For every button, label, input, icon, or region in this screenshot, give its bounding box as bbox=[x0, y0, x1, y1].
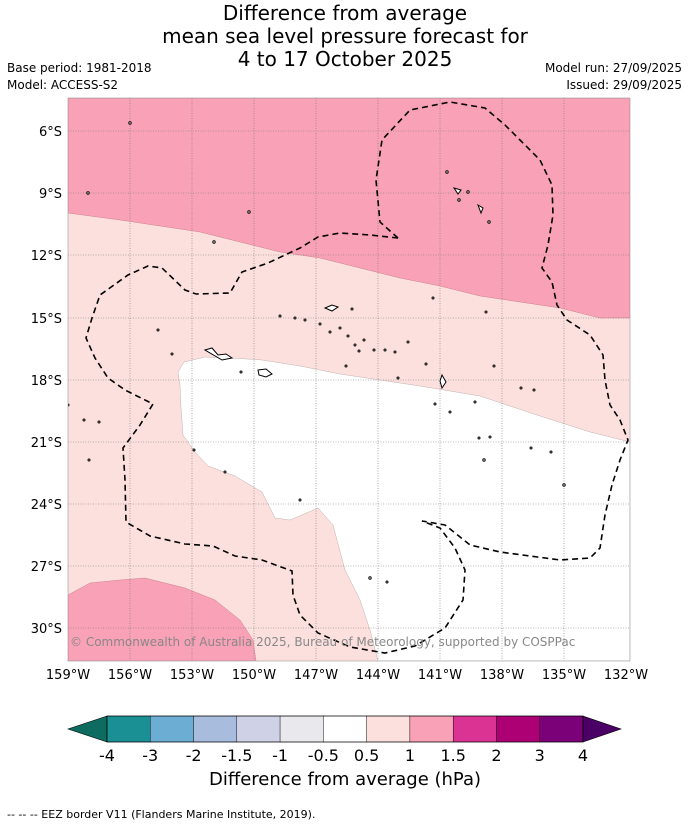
title-line-1: Difference from average bbox=[222, 1, 468, 25]
lat-label: 6°S bbox=[39, 125, 62, 140]
colorbar-cell bbox=[279, 715, 324, 743]
map-border bbox=[67, 97, 631, 662]
colorbar-tick-label: -4 bbox=[99, 746, 115, 765]
lon-label: 153°W bbox=[170, 668, 214, 683]
eez-footnote: -- -- -- EEZ border V11 (Flanders Marine… bbox=[7, 808, 316, 821]
eez-borders bbox=[85, 101, 629, 654]
band-1-to-1-5-southwest bbox=[68, 577, 257, 661]
lon-label: 150°W bbox=[232, 668, 276, 683]
lon-label: 141°W bbox=[418, 668, 462, 683]
colorbar-tick-label: -3 bbox=[142, 746, 158, 765]
lat-label: 18°S bbox=[31, 374, 62, 389]
islands bbox=[68, 121, 566, 584]
band-neutral bbox=[177, 356, 630, 661]
colorbar-high-extend bbox=[582, 715, 622, 743]
colorbar-frame bbox=[106, 715, 584, 743]
colorbar-tick-label: -1 bbox=[272, 746, 288, 765]
colorbar-cell bbox=[106, 715, 151, 743]
lat-label: 12°S bbox=[31, 249, 62, 264]
colorbar-ticks: -4 -3 -2 -1.5 -1 -0.5 0.5 1 1.5 2 3 4 bbox=[99, 746, 588, 765]
colorbar-cells bbox=[106, 715, 584, 743]
model-name: Model: ACCESS-S2 bbox=[7, 78, 119, 92]
lat-label: 24°S bbox=[31, 498, 62, 513]
colorbar-low-extend bbox=[67, 715, 108, 743]
meta-left: Base period: 1981-2018 Model: ACCESS-S2 bbox=[7, 60, 152, 94]
colorbar-cell bbox=[409, 715, 454, 743]
colorbar-tick-label: 1 bbox=[405, 746, 415, 765]
band-1-to-1-5-north bbox=[68, 98, 630, 319]
gridlines bbox=[68, 98, 630, 661]
title-line-2: mean sea level pressure forecast for bbox=[162, 24, 528, 48]
meta-right: Model run: 27/09/2025 Issued: 29/09/2025 bbox=[545, 60, 682, 94]
copyright-notice: © Commonwealth of Australia 2025, Bureau… bbox=[70, 635, 575, 649]
model-run: Model run: 27/09/2025 bbox=[544, 61, 682, 75]
colorbar-tick-label: 2 bbox=[491, 746, 501, 765]
issued-date: Issued: 29/09/2025 bbox=[566, 78, 682, 92]
colorbar-tick-label: 1.5 bbox=[440, 746, 465, 765]
lat-label: 27°S bbox=[31, 560, 62, 575]
colorbar-cell bbox=[539, 715, 584, 743]
colorbar-tick-label: -2 bbox=[186, 746, 202, 765]
colorbar-cell bbox=[452, 715, 497, 743]
colorbar-tick-label: 4 bbox=[578, 746, 588, 765]
colorbar: -4 -3 -2 -1.5 -1 -0.5 0.5 1 1.5 2 3 4 bbox=[67, 715, 622, 765]
colorbar-tick-label: -0.5 bbox=[308, 746, 339, 765]
lon-label: 138°W bbox=[480, 668, 524, 683]
colorbar-cell bbox=[150, 715, 194, 743]
lon-label: 135°W bbox=[542, 668, 586, 683]
base-period: Base period: 1981-2018 bbox=[7, 61, 152, 75]
colorbar-tick-label: 0.5 bbox=[354, 746, 379, 765]
map-area: © Commonwealth of Australia 2025, Bureau… bbox=[68, 98, 630, 661]
lon-labels: 159°W 156°W 153°W 150°W 147°W 144°W 141°… bbox=[46, 668, 648, 683]
lat-label: 15°S bbox=[31, 312, 62, 327]
colorbar-cell bbox=[496, 715, 540, 743]
colorbar-cell bbox=[193, 715, 238, 743]
colorbar-cell bbox=[323, 715, 367, 743]
lon-label: 159°W bbox=[46, 668, 90, 683]
colorbar-cell bbox=[236, 715, 281, 743]
lat-label: 9°S bbox=[39, 187, 62, 202]
lon-label: 144°W bbox=[356, 668, 400, 683]
title-line-3: 4 to 17 October 2025 bbox=[237, 47, 453, 71]
colorbar-tick-label: -1.5 bbox=[221, 746, 252, 765]
chart-title: Difference from average mean sea level p… bbox=[0, 2, 690, 71]
lon-label: 156°W bbox=[108, 668, 152, 683]
colorbar-tick-label: 3 bbox=[535, 746, 545, 765]
lat-labels: 6°S 9°S 12°S 15°S 18°S 21°S 24°S 27°S 30… bbox=[31, 125, 62, 637]
colorbar-cell bbox=[366, 715, 411, 743]
lon-label: 147°W bbox=[294, 668, 338, 683]
lon-label: 132°W bbox=[604, 668, 648, 683]
lat-label: 21°S bbox=[31, 436, 62, 451]
lat-label: 30°S bbox=[31, 622, 62, 637]
colorbar-title: Difference from average (hPa) bbox=[208, 769, 482, 790]
